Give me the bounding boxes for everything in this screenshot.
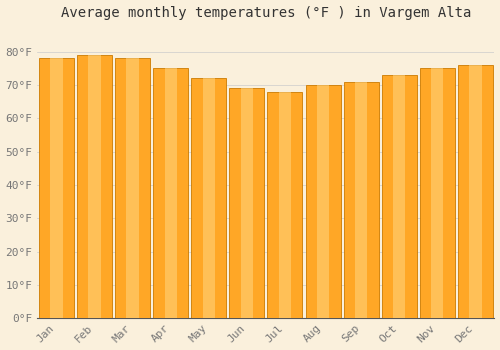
Bar — [164, 68, 177, 318]
Bar — [420, 68, 455, 318]
Bar — [192, 78, 226, 318]
Bar — [202, 78, 215, 318]
Bar — [458, 65, 493, 318]
Bar — [50, 58, 62, 318]
Bar — [355, 82, 368, 318]
Bar — [393, 75, 406, 318]
Bar — [344, 82, 378, 318]
Bar — [77, 55, 112, 318]
Bar — [230, 88, 264, 318]
Bar — [153, 68, 188, 318]
Bar — [268, 92, 302, 318]
Bar — [431, 68, 444, 318]
Bar — [470, 65, 482, 318]
Title: Average monthly temperatures (°F ) in Vargem Alta: Average monthly temperatures (°F ) in Va… — [60, 6, 471, 20]
Bar — [126, 58, 139, 318]
Bar — [279, 92, 291, 318]
Bar — [241, 88, 253, 318]
Bar — [39, 58, 74, 318]
Bar — [306, 85, 340, 318]
Bar — [88, 55, 101, 318]
Bar — [317, 85, 329, 318]
Bar — [115, 58, 150, 318]
Bar — [382, 75, 416, 318]
